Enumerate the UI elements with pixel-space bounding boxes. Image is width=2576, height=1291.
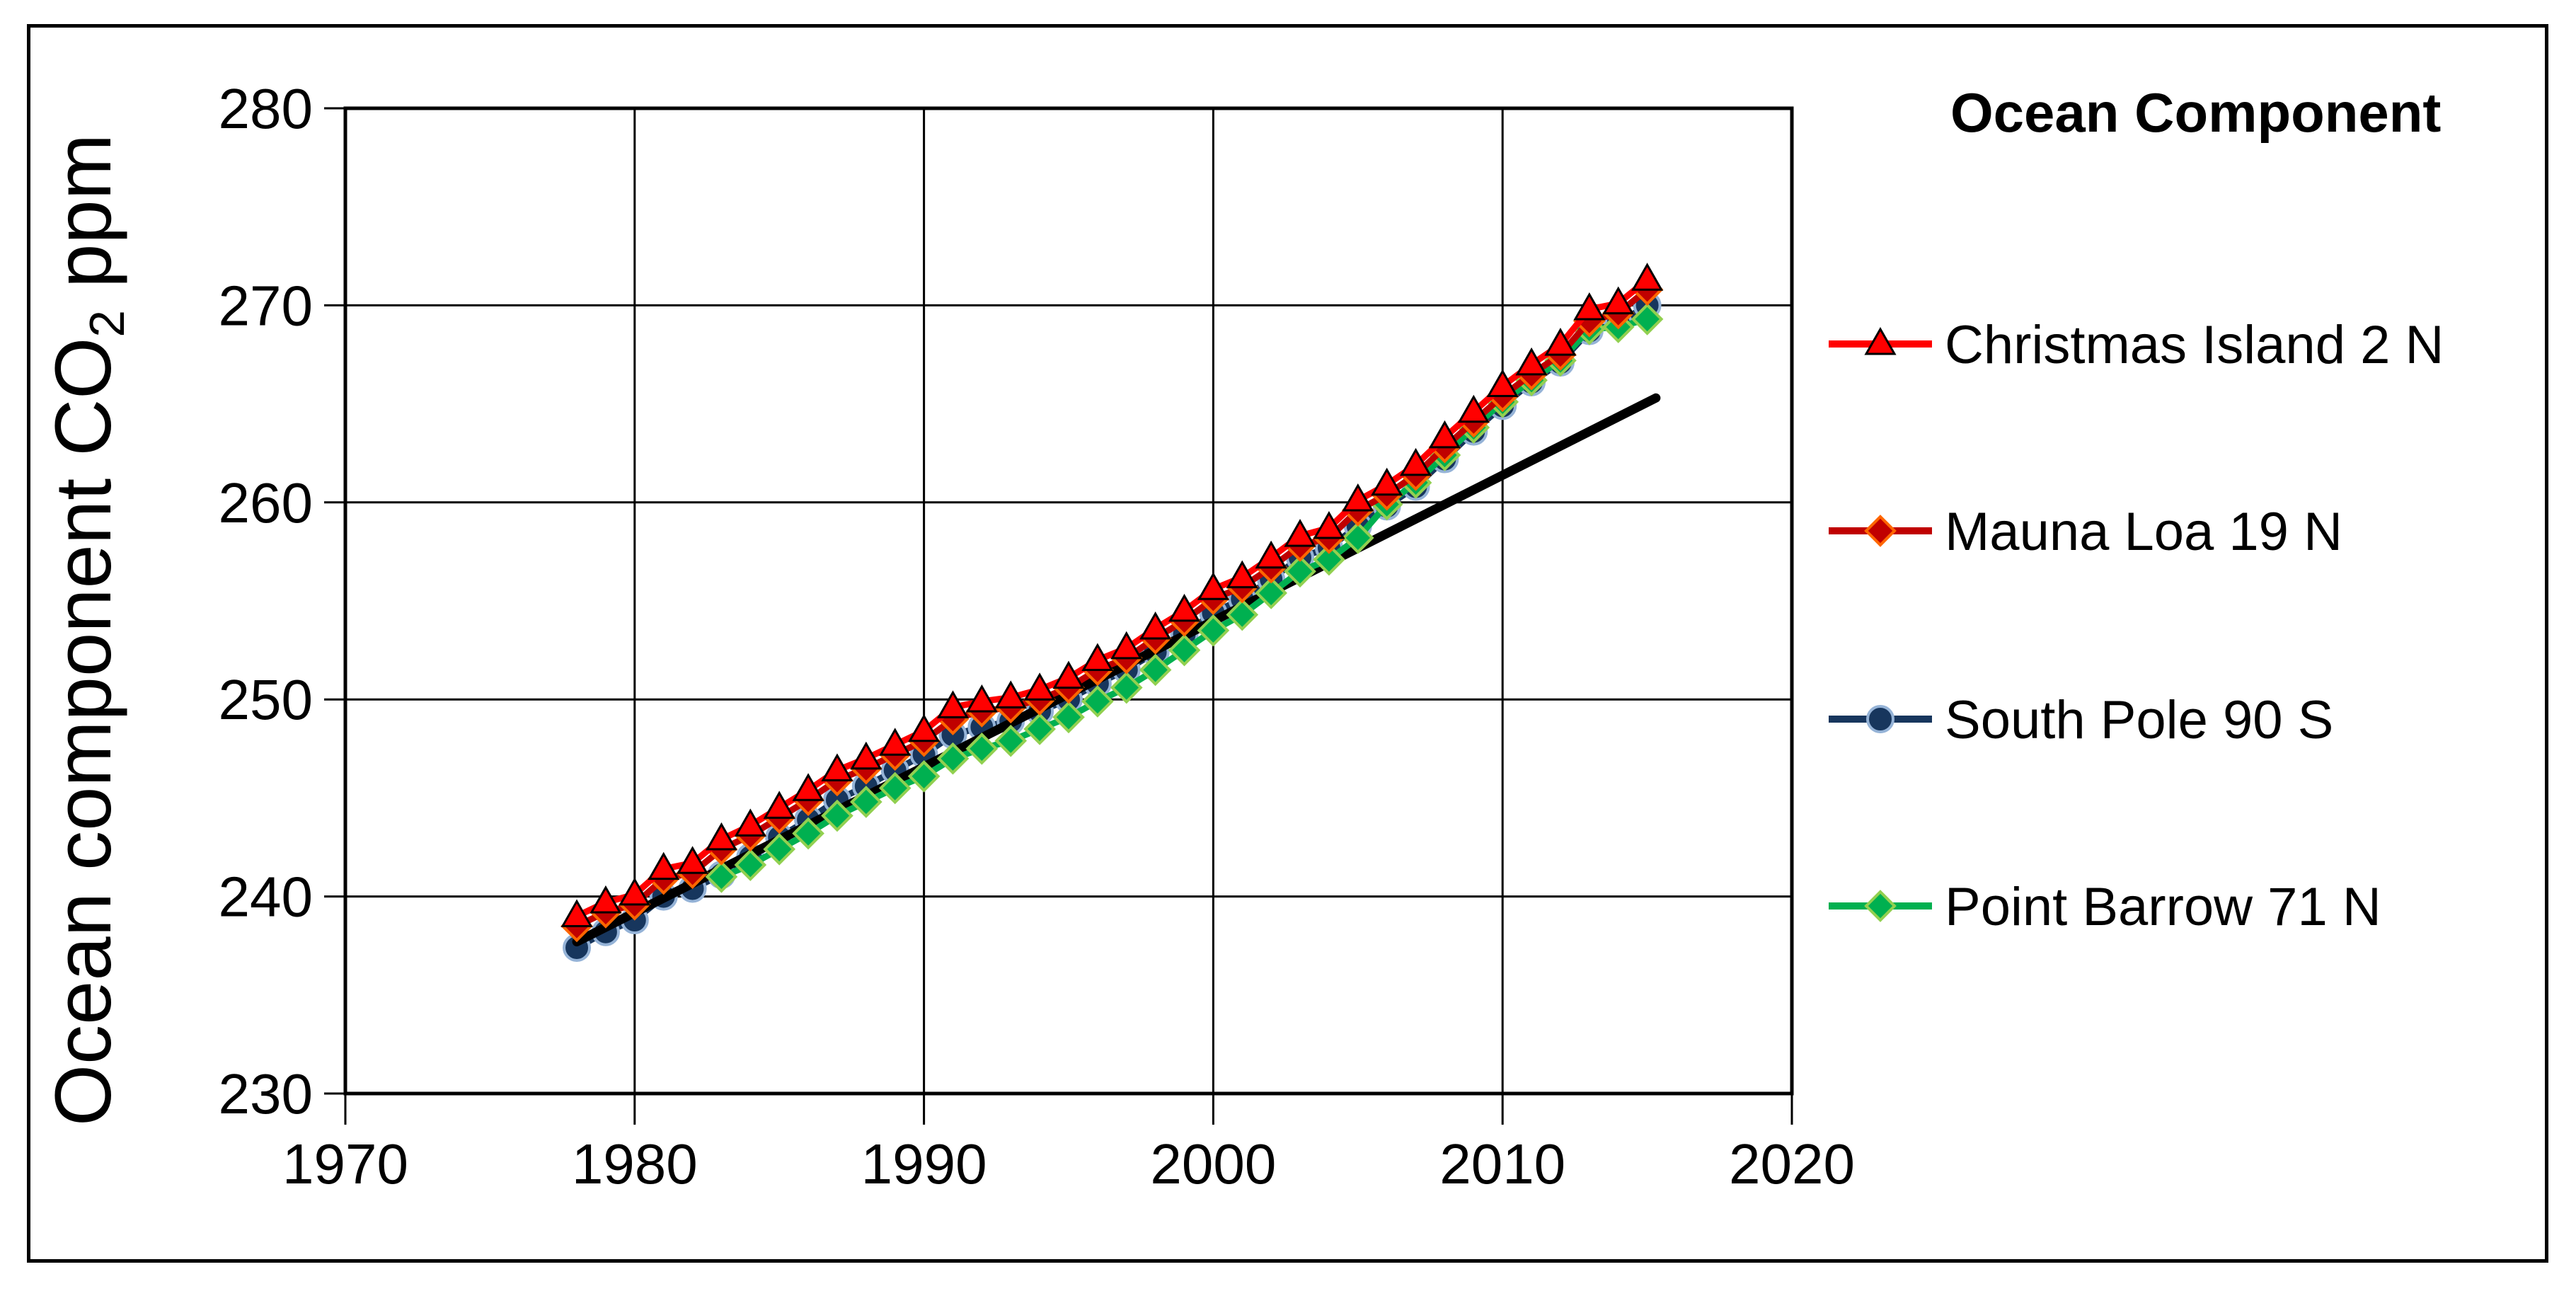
y-tick-label: 270 (219, 274, 313, 337)
data-point-marker (1573, 292, 1606, 321)
data-point-marker (1139, 653, 1172, 687)
data-point-marker (1313, 510, 1345, 539)
data-point-marker (908, 713, 941, 742)
data-point-marker (878, 771, 912, 805)
data-point-marker (590, 885, 622, 914)
data-point-marker (1631, 263, 1664, 291)
y-tick-label: 260 (219, 471, 313, 534)
data-point-marker (1197, 614, 1230, 647)
data-point-marker (648, 851, 680, 880)
data-point-marker (676, 846, 709, 874)
y-tick-label: 230 (219, 1062, 313, 1125)
legend-marker-point-barrow-71-n (1864, 890, 1897, 922)
data-point-marker (705, 860, 738, 893)
data-point-marker (792, 773, 824, 801)
x-tick-label: 1970 (282, 1132, 408, 1195)
data-point-marker (1197, 572, 1229, 600)
data-point-marker (1139, 611, 1172, 640)
data-point-marker (1284, 519, 1316, 547)
data-point-marker (1399, 447, 1432, 476)
legend-item-label-point-barrow-71-n: Point Barrow 71 N (1945, 877, 2381, 937)
legend-item-label-mauna-loa-19-n: Mauna Loa 19 N (1945, 502, 2342, 562)
data-point-marker (1284, 555, 1316, 588)
data-point-marker (965, 732, 999, 765)
data-point-marker (763, 832, 796, 866)
y-tick-label: 280 (219, 77, 313, 140)
legend-marker-christmas-island-2-n (1864, 326, 1897, 355)
data-point-marker (1226, 598, 1259, 631)
x-tick-label: 2020 (1729, 1132, 1855, 1195)
data-point-marker (734, 808, 766, 837)
x-tick-label: 2010 (1439, 1132, 1565, 1195)
data-point-marker (734, 849, 767, 881)
data-point-marker (1052, 701, 1085, 734)
data-point-marker (821, 753, 853, 781)
data-point-marker (1081, 685, 1114, 718)
data-point-marker (1428, 420, 1461, 449)
data-point-marker (1226, 560, 1258, 589)
data-point-marker (1341, 522, 1374, 554)
legend-item-label-south-pole-90-s: South Pole 90 S (1945, 690, 2333, 750)
legend-title: Ocean Component (1950, 81, 2441, 144)
data-point-marker (850, 786, 882, 818)
legend-marker-south-pole-90-s (1866, 705, 1894, 733)
data-point-marker (1023, 713, 1056, 745)
data-point-marker (1255, 540, 1287, 569)
data-point-marker (994, 724, 1028, 757)
data-point-marker (1544, 328, 1577, 356)
plot-area-border (343, 106, 1794, 1096)
legend-item-label-christmas-island-2-n: Christmas Island 2 N (1945, 315, 2444, 375)
data-point-marker (619, 877, 651, 906)
data-point-marker (1110, 631, 1143, 660)
data-point-marker (1371, 467, 1403, 496)
data-point-marker (1342, 483, 1374, 512)
data-point-marker (1168, 593, 1201, 622)
data-point-marker (1052, 660, 1085, 689)
data-point-marker (1515, 347, 1548, 376)
x-tick-label: 1990 (861, 1132, 987, 1195)
data-point-marker (705, 822, 738, 851)
data-point-marker (965, 684, 998, 713)
data-point-marker (1313, 543, 1345, 576)
x-tick-label: 1980 (572, 1132, 698, 1195)
data-point-marker (994, 680, 1027, 708)
y-tick-label: 240 (219, 866, 313, 929)
data-point-marker (1023, 672, 1056, 701)
data-point-marker (907, 759, 941, 793)
data-point-marker (1110, 671, 1143, 704)
data-point-marker (1255, 577, 1287, 609)
data-point-marker (879, 728, 912, 756)
data-point-marker (1631, 303, 1664, 335)
data-point-marker (1457, 394, 1490, 423)
data-point-marker (821, 799, 853, 832)
data-point-marker (1081, 643, 1114, 672)
data-point-marker (792, 817, 824, 850)
data-point-marker (1168, 633, 1201, 667)
data-point-marker (560, 899, 593, 927)
data-point-marker (936, 690, 970, 718)
series-line-christmas-island-2-n (575, 277, 1650, 919)
figure-border (27, 24, 2548, 1263)
data-point-marker (1486, 369, 1519, 398)
data-point-marker (763, 791, 795, 819)
legend-marker-mauna-loa-19-n (1864, 515, 1897, 547)
data-point-marker (1602, 286, 1635, 315)
y-tick-label: 250 (219, 668, 313, 731)
data-point-marker (936, 742, 970, 775)
trend-line (572, 393, 1661, 947)
x-tick-label: 2000 (1150, 1132, 1276, 1195)
data-point-marker (850, 741, 882, 770)
